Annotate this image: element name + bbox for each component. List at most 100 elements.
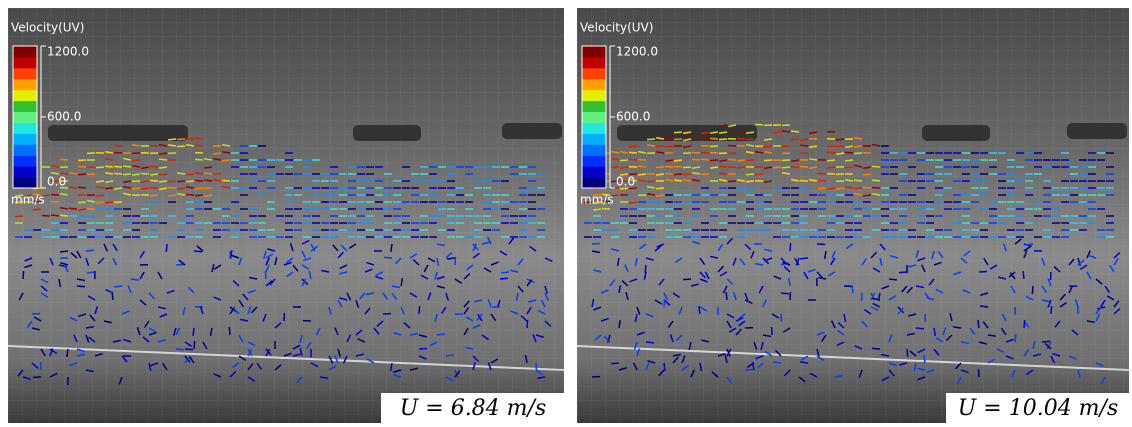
vector [854, 146, 862, 147]
vector [159, 181, 167, 182]
vector [755, 124, 763, 125]
vector [683, 174, 691, 175]
vector [114, 166, 122, 167]
vector [773, 132, 781, 133]
vector [683, 167, 691, 168]
vector [872, 166, 880, 167]
vector [818, 173, 826, 174]
vector [141, 188, 149, 189]
vector [872, 180, 880, 181]
colorbar-swatch [13, 112, 37, 123]
vector [737, 138, 745, 139]
vector [782, 167, 790, 168]
vector [195, 188, 203, 189]
vector [907, 349, 908, 357]
vector [746, 174, 754, 175]
vector [15, 216, 23, 217]
vector [737, 160, 745, 161]
vector [664, 299, 665, 307]
vector [692, 139, 700, 140]
vector [177, 146, 185, 147]
vector [159, 159, 167, 160]
vector [710, 146, 718, 147]
colorbar-swatch [13, 122, 37, 133]
vector [728, 145, 736, 146]
vector [447, 258, 455, 259]
vector [177, 139, 185, 140]
colorbar-swatch [13, 133, 37, 144]
colorbar-swatch [582, 68, 606, 79]
vector [168, 181, 176, 182]
colorbar-swatch [582, 90, 606, 101]
vector [692, 159, 700, 160]
vector [683, 279, 691, 280]
colorbar-swatch [582, 57, 606, 68]
colorbar-swatch [582, 144, 606, 155]
vector [611, 363, 619, 364]
vector [818, 180, 826, 181]
vector [77, 286, 85, 287]
vector [818, 188, 826, 189]
colorbar-swatch [582, 79, 606, 90]
vector [114, 286, 122, 287]
vector [150, 195, 158, 196]
colorbar-unit: mm/s [11, 193, 45, 207]
vector [123, 166, 131, 167]
caption: U = 10.04 m/s [958, 396, 1119, 421]
vector [710, 138, 718, 139]
colorbar-tick-label: 0.0 [616, 175, 635, 189]
vector [195, 138, 203, 139]
colorbar-title: Velocity(UV) [11, 21, 84, 35]
vector [204, 180, 212, 181]
vector [132, 160, 140, 161]
vector [645, 265, 646, 273]
vector [69, 208, 77, 209]
vector [646, 342, 654, 343]
colorbar-swatch [13, 68, 37, 79]
vector [194, 341, 195, 349]
marker [1067, 123, 1127, 139]
vector [42, 215, 50, 216]
vector [193, 328, 194, 336]
colorbar-swatch [582, 112, 606, 123]
vector [764, 160, 772, 161]
vector [177, 181, 185, 182]
vector [186, 194, 194, 195]
colorbar-tick-label: 600.0 [616, 110, 650, 124]
vector [710, 160, 718, 161]
vector [978, 320, 979, 328]
vector [229, 327, 230, 335]
colorbar-unit: mm/s [580, 193, 614, 207]
vector [863, 195, 871, 196]
vector [177, 173, 185, 174]
vector [150, 166, 158, 167]
colorbar-swatch [13, 90, 37, 101]
vector [781, 293, 789, 294]
vector [222, 160, 230, 161]
vector [204, 173, 212, 174]
vector [863, 187, 871, 188]
colorbar-tick-label: 1200.0 [47, 45, 89, 59]
vector [836, 139, 844, 140]
vector [419, 348, 427, 349]
figure: Velocity(UV)1200.0600.00.0mm/sU = 6.84 m… [0, 0, 1132, 423]
caption: U = 6.84 m/s [400, 396, 547, 421]
vector [899, 272, 907, 273]
vector [195, 195, 203, 196]
vector [845, 167, 853, 168]
vector [437, 334, 445, 335]
vector [168, 139, 176, 140]
vector [265, 271, 266, 279]
colorbar-swatch [582, 133, 606, 144]
vector [33, 209, 41, 210]
vector [737, 131, 745, 132]
vector [176, 349, 184, 350]
vector [854, 180, 862, 181]
vector [863, 174, 871, 175]
vector [827, 152, 835, 153]
vector [852, 285, 853, 293]
vector [737, 167, 745, 168]
vector [710, 167, 718, 168]
colorbar-swatch [13, 79, 37, 90]
